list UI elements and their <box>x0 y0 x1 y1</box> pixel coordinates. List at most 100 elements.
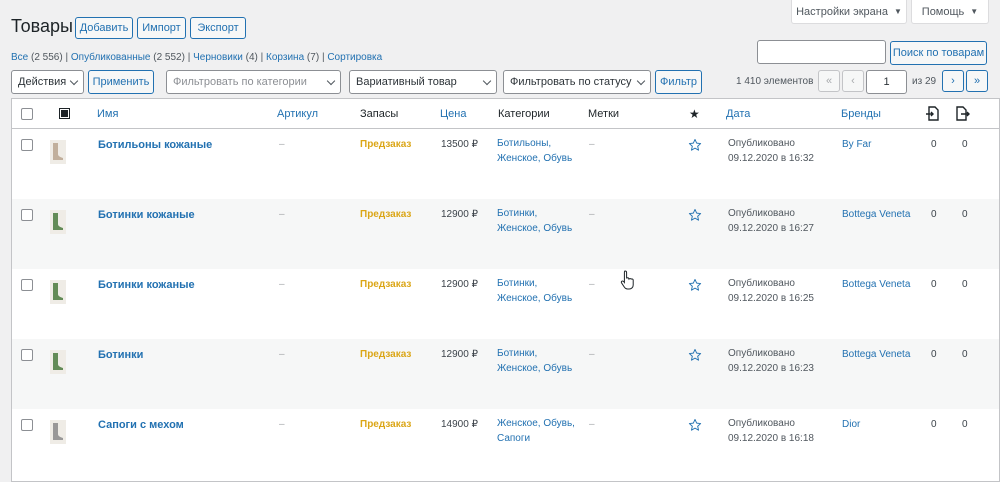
product-name-link[interactable]: Ботинки кожаные <box>98 279 195 291</box>
row-checkbox[interactable] <box>21 419 33 431</box>
screen-options-label: Настройки экрана <box>796 5 888 18</box>
view-published[interactable]: Опубликованные (2 552) <box>70 52 185 63</box>
apply-button[interactable]: Применить <box>88 70 154 94</box>
product-thumbnail[interactable] <box>50 140 66 164</box>
product-thumbnail[interactable] <box>50 210 66 234</box>
product-type-value: Вариативный товар <box>356 76 457 88</box>
sku-value: – <box>279 139 285 150</box>
star-icon[interactable] <box>688 278 702 295</box>
views-filter: Все (2 556) | Опубликованные (2 552) | Ч… <box>11 52 383 63</box>
row-checkbox[interactable] <box>21 209 33 221</box>
date-status: Опубликовано <box>728 138 795 149</box>
bulk-action-select[interactable]: Действия <box>11 70 84 94</box>
date-cell: Опубликовано 09.12.2020 в 16:27 <box>728 206 814 236</box>
category-link[interactable]: Ботинки, <box>497 208 538 219</box>
count-value: 0 <box>962 279 968 290</box>
brand-link[interactable]: Dior <box>842 419 861 430</box>
count-value: 0 <box>931 419 937 430</box>
column-price[interactable]: Цена <box>440 108 467 120</box>
category-link[interactable]: Женское, Обувь <box>497 223 573 234</box>
date-status: Опубликовано <box>728 348 795 359</box>
count-value: 0 <box>962 349 968 360</box>
prev-page-button[interactable]: ‹ <box>842 70 864 92</box>
star-icon[interactable] <box>688 348 702 365</box>
import-button[interactable]: Импорт <box>137 17 186 39</box>
table-row: Ботинки – Предзаказ 12900 ₽ Ботинки, Женское,… <box>12 339 999 409</box>
date-status: Опубликовано <box>728 418 795 429</box>
price-value: 12900 ₽ <box>441 279 478 290</box>
product-thumbnail[interactable] <box>50 420 66 444</box>
search-input[interactable] <box>757 40 886 64</box>
hand-pointer-icon <box>620 270 636 293</box>
product-type-select[interactable]: Вариативный товар <box>349 70 497 94</box>
category-link[interactable]: Ботинки, <box>497 348 538 359</box>
stock-status: Предзаказ <box>360 419 412 430</box>
category-link[interactable]: Женское, Обувь <box>497 153 573 164</box>
column-name[interactable]: Имя <box>97 108 119 120</box>
star-icon[interactable]: ★ <box>689 107 700 121</box>
table-row: Сапоги с мехом – Предзаказ 14900 ₽ Женское, … <box>12 409 999 479</box>
count-value: 0 <box>962 419 968 430</box>
category-link[interactable]: Сапоги <box>497 433 531 444</box>
stock-status-select[interactable]: Фильтровать по статусу то <box>503 70 651 94</box>
row-checkbox[interactable] <box>21 349 33 361</box>
row-checkbox[interactable] <box>21 279 33 291</box>
category-filter-select[interactable]: Фильтровать по категории <box>166 70 341 94</box>
product-name-link[interactable]: Ботинки кожаные <box>98 209 195 221</box>
brand-link[interactable]: Bottega Veneta <box>842 209 911 220</box>
column-sku[interactable]: Артикул <box>277 108 319 120</box>
product-thumbnail[interactable] <box>50 280 66 304</box>
table-row: Ботильоны кожаные – Предзаказ 13500 ₽ Ботиль… <box>12 129 999 199</box>
brand-link[interactable]: Bottega Veneta <box>842 279 911 290</box>
column-stock: Запасы <box>360 108 399 120</box>
brand-link[interactable]: Bottega Veneta <box>842 349 911 360</box>
add-product-button[interactable]: Добавить <box>75 17 133 39</box>
items-count: 1 410 элементов <box>736 76 814 87</box>
view-drafts[interactable]: Черновики (4) <box>193 52 258 63</box>
chevron-down-icon <box>482 76 492 85</box>
category-link[interactable]: Женское, Обувь <box>497 363 573 374</box>
export-button[interactable]: Экспорт <box>190 17 246 39</box>
date-value: 09.12.2020 в 16:27 <box>728 223 814 234</box>
star-icon[interactable] <box>688 138 702 155</box>
stock-status: Предзаказ <box>360 209 412 220</box>
first-page-button[interactable]: « <box>818 70 840 92</box>
category-link[interactable]: Женское, Обувь <box>497 293 573 304</box>
view-trash[interactable]: Корзина (7) <box>266 52 320 63</box>
column-brands[interactable]: Бренды <box>841 108 881 120</box>
category-link[interactable]: Женское, Обувь, <box>497 418 575 429</box>
categories-cell: Женское, Обувь, Сапоги <box>497 416 575 446</box>
count-value: 0 <box>931 279 937 290</box>
row-checkbox[interactable] <box>21 139 33 151</box>
next-page-button[interactable]: › <box>942 70 964 92</box>
caret-down-icon: ▼ <box>893 7 902 16</box>
help-label: Помощь <box>921 5 965 18</box>
stock-status-value: Фильтровать по статусу то <box>510 76 634 88</box>
product-name-link[interactable]: Ботильоны кожаные <box>98 139 213 151</box>
product-thumbnail[interactable] <box>50 350 66 374</box>
help-tab[interactable]: Помощь ▼ <box>911 0 989 24</box>
price-value: 14900 ₽ <box>441 419 478 430</box>
export-icon <box>925 106 939 124</box>
category-link[interactable]: Ботильоны, <box>497 138 552 149</box>
tags-value: – <box>589 209 595 220</box>
view-all[interactable]: Все (2 556) <box>11 52 63 63</box>
brand-link[interactable]: By Far <box>842 139 872 150</box>
select-all-checkbox[interactable] <box>21 108 33 120</box>
count-value: 0 <box>931 209 937 220</box>
tags-value: – <box>589 419 595 430</box>
view-sorting[interactable]: Сортировка <box>327 52 383 63</box>
category-link[interactable]: Ботинки, <box>497 278 538 289</box>
screen-options-tab[interactable]: Настройки экрана ▼ <box>791 0 907 24</box>
filter-button[interactable]: Фильтр <box>655 70 702 94</box>
last-page-button[interactable]: » <box>966 70 988 92</box>
date-value: 09.12.2020 в 16:32 <box>728 153 814 164</box>
current-page-input[interactable]: 1 <box>866 70 907 94</box>
product-name-link[interactable]: Сапоги с мехом <box>98 419 184 431</box>
column-date[interactable]: Дата <box>726 108 751 120</box>
table-row: Ботинки кожаные – Предзаказ 12900 ₽ Ботинки,… <box>12 269 999 339</box>
search-products-button[interactable]: Поиск по товарам <box>890 41 987 65</box>
star-icon[interactable] <box>688 208 702 225</box>
star-icon[interactable] <box>688 418 702 435</box>
product-name-link[interactable]: Ботинки <box>98 349 144 361</box>
